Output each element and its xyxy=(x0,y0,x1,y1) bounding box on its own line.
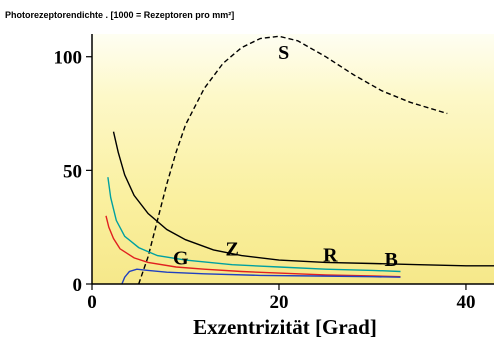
series-label-s: S xyxy=(278,42,289,64)
series-line-s xyxy=(138,35,448,285)
y-tick-label: 50 xyxy=(63,161,82,182)
ticks-layer: 0 20 40 0 50 100 xyxy=(54,48,476,313)
curves-layer xyxy=(105,35,494,285)
plot-background xyxy=(92,34,494,284)
series-label-g: G xyxy=(173,248,189,270)
series-label-z: Z xyxy=(226,239,239,261)
curve-labels-layer: S Z G R B xyxy=(173,42,398,271)
x-tick-label: 0 xyxy=(87,292,97,313)
series-label-r: R xyxy=(323,244,338,266)
chart-title: Photorezeptorendichte . [1000 = Rezeptor… xyxy=(5,10,234,20)
series-line-b xyxy=(121,268,401,285)
x-axis-title: Exzentrizität [Grad] xyxy=(193,315,377,339)
series-line-r xyxy=(105,215,401,278)
y-tick-label: 100 xyxy=(54,48,83,69)
y-tick-label: 0 xyxy=(73,275,83,296)
series-label-b: B xyxy=(384,249,397,271)
series-line-g xyxy=(107,177,401,273)
x-tick-label: 20 xyxy=(269,292,288,313)
x-tick-label: 40 xyxy=(456,292,475,313)
series-line-z xyxy=(112,131,494,267)
